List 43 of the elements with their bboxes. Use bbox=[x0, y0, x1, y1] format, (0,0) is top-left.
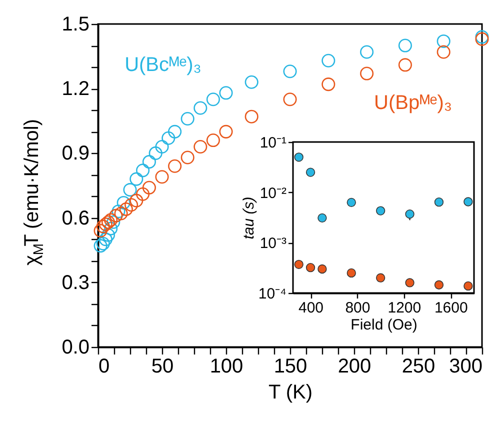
point bbox=[405, 278, 414, 288]
y-tick-label: 0.9 bbox=[62, 142, 90, 165]
x-tick-label: 1600 bbox=[434, 300, 468, 316]
x-tick-label: 200 bbox=[338, 356, 372, 378]
y-tick-label: 0.6 bbox=[62, 207, 90, 230]
point bbox=[294, 152, 304, 162]
point bbox=[376, 273, 386, 282]
point bbox=[376, 206, 386, 216]
point bbox=[346, 198, 356, 208]
y-tick-label: 10⁻⁴ bbox=[258, 286, 286, 302]
x-tick-label: 50 bbox=[151, 356, 174, 378]
x-axis-title: Field (Oe) bbox=[350, 316, 418, 334]
point bbox=[346, 268, 356, 278]
y-tick-label: 10⁻¹ bbox=[260, 134, 286, 152]
x-tick-label: 0 bbox=[98, 356, 110, 378]
point bbox=[434, 198, 444, 207]
x-tick-label: 300 bbox=[449, 356, 482, 378]
point bbox=[294, 260, 304, 269]
x-tick-label: 1200 bbox=[388, 300, 422, 316]
point bbox=[405, 209, 414, 219]
point bbox=[464, 281, 473, 291]
series-label: U(Bpᴹᵉ)₃ bbox=[374, 92, 452, 114]
series-label: U(Bcᴹᵉ)₃ bbox=[124, 54, 202, 76]
y-axis-title: χMT (emu·K/mol) bbox=[21, 119, 46, 266]
y-tick-label: 0.3 bbox=[62, 272, 90, 294]
point bbox=[306, 263, 316, 272]
y-axis-title: tau (s) bbox=[240, 196, 258, 240]
x-tick-label: 250 bbox=[402, 356, 436, 378]
x-tick-label: 400 bbox=[298, 300, 324, 316]
y-tick-label: 1.5 bbox=[62, 14, 90, 36]
point bbox=[306, 168, 316, 177]
y-tick-label: 10⁻³ bbox=[260, 235, 286, 252]
y-tick-label: 1.2 bbox=[62, 78, 90, 100]
x-tick-label: 800 bbox=[345, 300, 370, 316]
point bbox=[434, 280, 444, 290]
x-axis-title: T (K) bbox=[268, 382, 313, 404]
point bbox=[464, 197, 473, 206]
point bbox=[318, 264, 327, 274]
x-tick-label: 150 bbox=[274, 356, 308, 378]
point bbox=[318, 213, 327, 223]
y-tick-label: 0.0 bbox=[62, 336, 90, 358]
y-tick-label: 10⁻² bbox=[260, 184, 286, 202]
x-tick-label: 100 bbox=[210, 356, 244, 378]
